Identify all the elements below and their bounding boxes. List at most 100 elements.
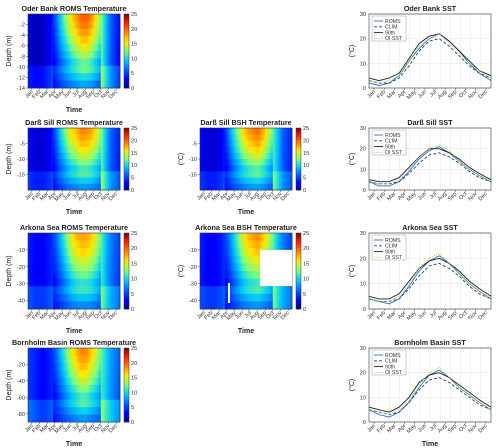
heatmap-cell: [108, 293, 111, 302]
heatmap-cell: [215, 248, 218, 257]
heatmap-cell: [290, 240, 293, 249]
colorbar-swatch: [124, 399, 129, 403]
heatmap-cell: [58, 177, 61, 185]
colorbar-swatch: [124, 21, 129, 25]
heatmap-cell: [28, 159, 31, 166]
heatmap-cell: [83, 271, 86, 279]
heatmap-cell: [56, 21, 60, 30]
heatmap-cell: [223, 128, 226, 135]
heatmap-cell: [272, 301, 276, 310]
heatmap-cell: [51, 183, 54, 191]
heatmap-cell: [62, 392, 65, 401]
heatmap-cell: [33, 73, 37, 81]
plot-frame: [368, 127, 492, 191]
heatmap-cell: [49, 43, 52, 52]
heatmap-cell: [110, 36, 113, 44]
heatmap-cell: [108, 255, 111, 264]
heatmap-cell: [100, 140, 104, 147]
heatmap-cell: [278, 159, 281, 166]
heatmap-cell: [110, 152, 113, 160]
heatmap-cell: [276, 286, 279, 295]
heatmap-cell: [280, 134, 283, 141]
heatmap-cell: [219, 248, 222, 257]
heatmap-cell: [284, 177, 287, 185]
heatmap-cell: [116, 65, 119, 74]
heatmap-cell: [64, 255, 67, 264]
heatmap-cell: [246, 128, 249, 135]
heatmap-cell: [68, 370, 71, 378]
heatmap-cell: [213, 240, 216, 249]
heatmap-cell: [41, 165, 44, 172]
heatmap-cell: [37, 152, 40, 160]
heatmap-cell: [45, 171, 48, 178]
heatmap-cell: [114, 407, 117, 415]
x-tick-label: Mar: [39, 310, 50, 321]
heatmap-cell: [110, 240, 113, 249]
heatmap-cell: [203, 152, 207, 160]
heatmap-cell: [51, 399, 54, 408]
heatmap-cell: [116, 255, 119, 264]
heatmap-cell: [232, 146, 235, 154]
heatmap-cell: [244, 177, 247, 185]
heatmap-cell: [81, 58, 84, 67]
y-tick-label: 10: [360, 167, 366, 173]
heatmap-cell: [215, 159, 218, 166]
heatmap-cell: [93, 293, 96, 302]
heatmap-cell: [261, 171, 264, 178]
heatmap-cell: [261, 140, 264, 147]
heatmap-cell: [95, 128, 98, 135]
heatmap-cell: [93, 392, 96, 401]
heatmap-cell: [230, 233, 233, 241]
heatmap-cell: [49, 80, 52, 89]
heatmap-cell: [112, 14, 115, 22]
heatmap-cell: [70, 21, 73, 30]
heatmap-cell: [104, 271, 107, 279]
heatmap-cell: [75, 293, 79, 302]
heatmap-cell: [64, 407, 67, 415]
heatmap-cell: [89, 414, 92, 423]
heatmap-cell: [89, 271, 92, 279]
colorbar-swatch: [124, 80, 129, 84]
heatmap-cell: [104, 152, 107, 160]
legend-label: CLIM: [385, 139, 397, 145]
heatmap-cell: [100, 134, 104, 141]
heatmap-cell: [276, 171, 279, 178]
heatmap-cell: [60, 414, 63, 423]
heatmap-cell: [219, 183, 222, 191]
heatmap-cell: [60, 51, 63, 59]
x-tick-label: Mar: [211, 310, 222, 321]
heatmap-cell: [85, 36, 88, 44]
heatmap-cell: [247, 240, 251, 249]
heatmap-cell: [114, 278, 117, 287]
heatmap-cell: [263, 293, 266, 302]
heatmap-cell: [29, 14, 33, 22]
heatmap-cell: [230, 278, 233, 287]
heatmap-cell: [43, 301, 46, 310]
heatmap-cell: [70, 293, 73, 302]
x-tick-label: Feb: [203, 310, 214, 321]
heatmap-cell: [49, 286, 52, 295]
heatmap-cell: [274, 152, 278, 160]
heatmap-cell: [64, 414, 67, 423]
heatmap-cell: [31, 51, 35, 59]
heatmap-cell: [267, 165, 270, 172]
heatmap-cell: [112, 407, 115, 415]
colorbar-tick-label: 10: [131, 390, 137, 396]
heatmap-cell: [33, 51, 37, 59]
heatmap-cell: [56, 348, 60, 356]
heatmap-cell: [58, 286, 61, 295]
colorbar-tick-label: 25: [303, 126, 309, 132]
heatmap-cell: [41, 370, 44, 378]
heatmap-cell: [41, 183, 44, 191]
heatmap-cell: [97, 377, 100, 386]
heatmap-cell: [238, 271, 241, 279]
heatmap-cell: [223, 248, 226, 257]
heatmap-cell: [205, 263, 209, 272]
x-tick-label: Oct: [458, 191, 469, 202]
heatmap-cell: [81, 152, 84, 160]
heatmap-cell: [100, 171, 104, 178]
heatmap-cell: [43, 183, 46, 191]
heatmap-cell: [52, 58, 56, 67]
heatmap-cell: [251, 140, 255, 147]
